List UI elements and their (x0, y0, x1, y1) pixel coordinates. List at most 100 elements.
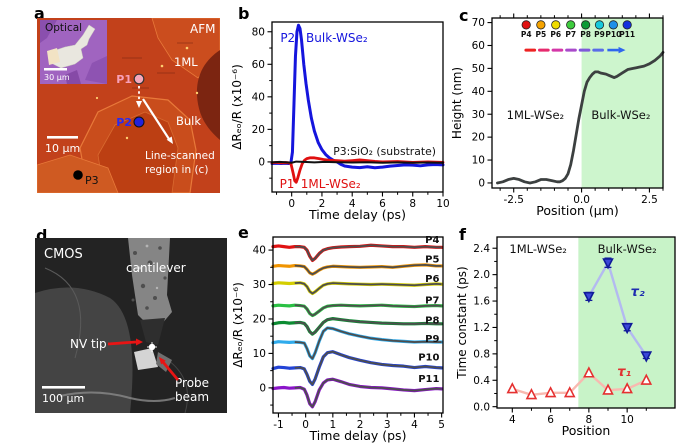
svg-text:P7: P7 (425, 296, 439, 307)
monolayer-label: 1ML (174, 55, 198, 69)
svg-text:1ML-WSe₂: 1ML-WSe₂ (509, 242, 566, 256)
svg-text:P11: P11 (418, 374, 439, 385)
svg-text:P3:SiO₂ (substrate): P3:SiO₂ (substrate) (333, 145, 436, 158)
svg-text:40: 40 (472, 86, 485, 98)
svg-text:50: 50 (472, 63, 485, 75)
svg-text:10: 10 (436, 198, 449, 210)
panel-a-afm-image: 30 μm Optical AFM 1ML Bulk P1 P2 Line-sc… (37, 18, 220, 193)
svg-text:P9: P9 (425, 334, 439, 345)
svg-text:1.6: 1.6 (473, 296, 490, 308)
svg-text:10: 10 (472, 155, 485, 167)
panel-label-b: b (238, 4, 250, 23)
svg-text:40: 40 (252, 91, 265, 103)
svg-text:20: 20 (472, 132, 485, 144)
svg-text:-2.5: -2.5 (503, 194, 524, 206)
svg-text:Time constant (ps): Time constant (ps) (457, 266, 469, 379)
nv-tip-label: NV tip (70, 337, 107, 351)
probe-beam-label-2: beam (175, 390, 209, 404)
svg-text:Position: Position (562, 423, 611, 438)
tip-sparkle-icon (147, 342, 157, 352)
svg-text:2: 2 (357, 419, 364, 431)
svg-text:τ₁: τ₁ (617, 365, 631, 380)
svg-text:1ML-WSe₂: 1ML-WSe₂ (301, 177, 361, 191)
svg-text:4: 4 (509, 414, 516, 426)
svg-text:-1: -1 (273, 419, 283, 431)
chart-f-time-constants: 4 6 8 10 0.0 0.4 0.8 1.2 1.6 2.0 2.4 1ML-WSe₂ Bulk-W… (457, 236, 676, 438)
p3-label: P3 (85, 174, 99, 187)
p3-marker (73, 170, 83, 180)
svg-text:20: 20 (252, 124, 265, 136)
svg-text:P10: P10 (418, 353, 439, 364)
svg-text:ΔRₑₒ/R (x10⁻⁶): ΔRₑₒ/R (x10⁻⁶) (232, 64, 244, 150)
svg-text:8: 8 (409, 198, 416, 210)
svg-text:80: 80 (252, 26, 265, 38)
afm-scalebar-label: 10 μm (45, 142, 80, 155)
svg-text:1.2: 1.2 (473, 322, 490, 334)
panel-label-d: d (36, 226, 48, 245)
svg-text:6: 6 (547, 414, 554, 426)
cmos-light-region (35, 287, 133, 413)
bulk-label: Bulk (176, 114, 201, 128)
cantilever-label: cantilever (126, 261, 186, 275)
svg-text:0: 0 (259, 382, 266, 394)
svg-text:0: 0 (302, 419, 309, 431)
svg-text:0.0: 0.0 (573, 194, 590, 206)
svg-text:20: 20 (253, 314, 266, 326)
tip-dark-neck (140, 318, 165, 345)
svg-text:P4: P4 (521, 30, 532, 39)
nv-tip-arrowhead-icon (136, 338, 143, 346)
svg-text:10: 10 (620, 414, 633, 426)
cmos-texture-line (44, 267, 82, 359)
svg-text:0.8: 0.8 (473, 348, 490, 360)
svg-text:Bulk-WSe₂: Bulk-WSe₂ (591, 108, 650, 122)
cantilever-shape (128, 238, 172, 332)
svg-text:3: 3 (384, 419, 391, 431)
cantilever-highlights (138, 244, 159, 290)
panel-label-e: e (238, 223, 249, 242)
svg-text:P11: P11 (619, 30, 635, 39)
svg-text:Bulk-WSe₂: Bulk-WSe₂ (598, 242, 657, 256)
cantilever-speckles (131, 246, 167, 310)
afm-dark-region (196, 50, 220, 140)
svg-text:P2: P2 (280, 31, 295, 45)
chart-e-position-dependent-transients: -1 0 1 2 3 4 5 0 10 20 30 40 P4 P5 P6 P7 P8 P9 P10 P11 Time … (233, 235, 445, 443)
svg-text:4: 4 (411, 419, 418, 431)
svg-text:τ₂: τ₂ (631, 285, 645, 300)
svg-text:Time delay (ps): Time delay (ps) (308, 207, 406, 222)
svg-text:Height (nm): Height (nm) (452, 67, 464, 139)
svg-text:ΔRₑₒ/R (x10⁻⁶): ΔRₑₒ/R (x10⁻⁶) (233, 282, 245, 368)
line-scan-arrowhead-icon (166, 136, 173, 144)
chart-c-afm-height-profile: -2.5 0.0 2.5 0 10 20 30 40 50 60 70 P4 P5 P6 P7 P8 P9 P10… (452, 13, 665, 218)
svg-text:P9: P9 (594, 30, 605, 39)
svg-text:6: 6 (379, 198, 386, 210)
panel-label-f: f (459, 225, 466, 244)
scan-note-line2: region in (c) (145, 164, 208, 176)
dotted-arrowhead-icon (136, 101, 142, 108)
p2-label: P2 (116, 116, 132, 129)
afm-mode-label: AFM (190, 22, 215, 36)
optical-flake-edge (47, 48, 60, 65)
svg-text:P8: P8 (580, 30, 591, 39)
svg-text:P8: P8 (425, 315, 439, 326)
svg-text:2.5: 2.5 (641, 194, 658, 206)
svg-text:2: 2 (319, 198, 326, 210)
optical-inset: 30 μm Optical (40, 20, 107, 84)
panel-d-cmos-image: CMOS cantilever NV tip Probe beam 100 μm (35, 238, 227, 413)
cmos-scalebar (42, 386, 85, 389)
svg-text:0.4: 0.4 (473, 375, 490, 387)
svg-text:0: 0 (258, 157, 265, 169)
svg-text:40: 40 (253, 245, 266, 257)
probe-beam-arrowhead-icon (159, 357, 166, 365)
svg-text:Position (μm): Position (μm) (536, 203, 619, 218)
svg-text:Time delay (ps): Time delay (ps) (309, 428, 407, 443)
svg-text:4: 4 (349, 198, 356, 210)
cmos-scalebar-label: 100 μm (42, 392, 84, 405)
svg-text:P6: P6 (550, 30, 561, 39)
panel-label-a: a (34, 4, 45, 23)
inset-title: Optical (45, 22, 82, 34)
probe-beam-label-1: Probe (175, 376, 209, 390)
svg-text:0: 0 (288, 198, 295, 210)
chart-b-pump-probe-transients: 0 2 4 6 8 10 0 20 40 60 80 P2 Bulk-WSe₂ P3:SiO₂ (subs… (232, 21, 450, 222)
svg-text:8: 8 (586, 414, 593, 426)
